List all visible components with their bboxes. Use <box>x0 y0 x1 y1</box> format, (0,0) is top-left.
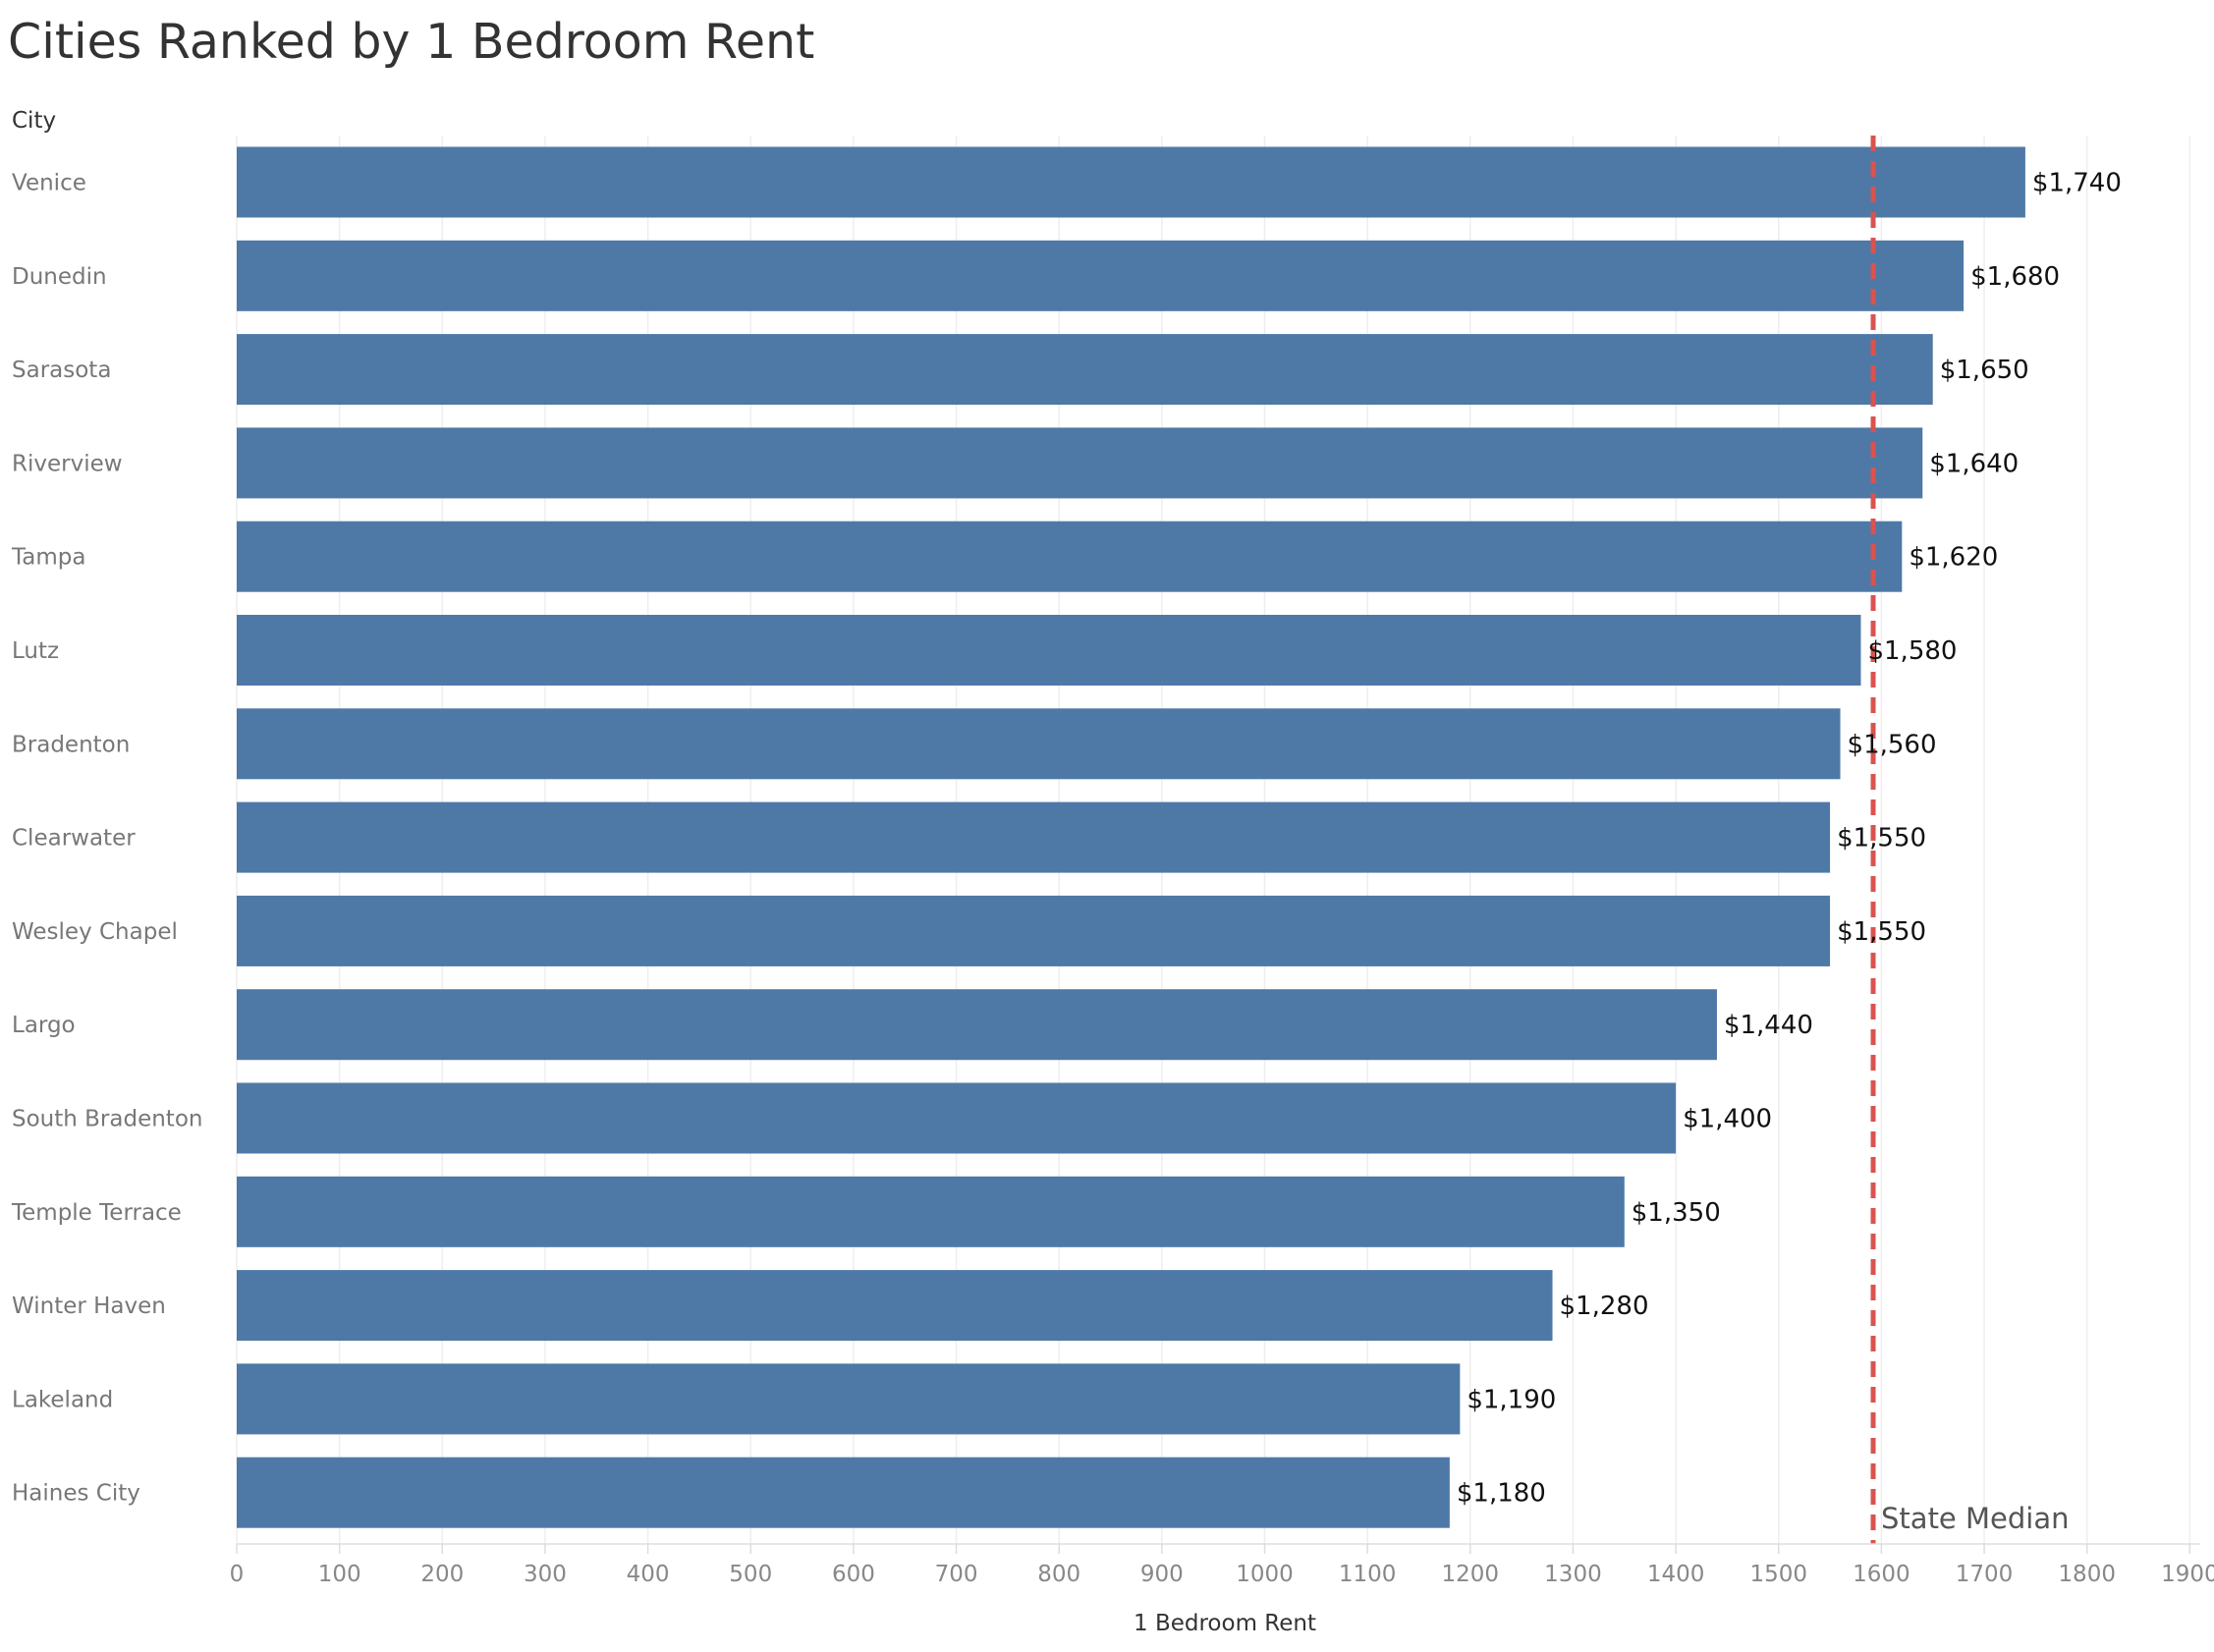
tick-label: 1900 <box>2161 1562 2214 1587</box>
category-label: Haines City <box>12 1481 140 1507</box>
category-labels: Venice Dunedin Sarasota Riverview Tampa Lutz B… <box>11 171 202 1507</box>
value-label: $1,280 <box>1560 1292 1649 1321</box>
tick-label: 1800 <box>2058 1562 2116 1587</box>
category-label: Riverview <box>12 451 123 476</box>
bar <box>237 1270 1553 1342</box>
tick-label: 700 <box>935 1562 978 1587</box>
value-label: $1,550 <box>1837 917 1926 947</box>
bar <box>237 334 1933 406</box>
tick-label: 1300 <box>1544 1562 1602 1587</box>
tick-label: 400 <box>627 1562 670 1587</box>
tick-label: 1200 <box>1442 1562 1500 1587</box>
value-label: $1,620 <box>1909 543 1998 573</box>
value-label: $1,560 <box>1848 730 1937 759</box>
category-label: South Bradenton <box>12 1107 202 1132</box>
chart-title: Cities Ranked by 1 Bedroom Rent <box>8 14 815 70</box>
value-label: $1,400 <box>1683 1105 1772 1134</box>
value-label: $1,680 <box>1970 262 2060 292</box>
category-label: Wesley Chapel <box>12 919 178 945</box>
bar <box>237 801 1831 873</box>
bars <box>237 146 2025 1528</box>
bar <box>237 1176 1625 1247</box>
category-label: Venice <box>12 171 86 196</box>
bar <box>237 1457 1450 1528</box>
value-label: $1,640 <box>1929 449 2019 478</box>
bar <box>237 427 1923 499</box>
bar <box>237 521 1903 592</box>
x-axis-title: 1 Bedroom Rent <box>1134 1611 1316 1636</box>
y-axis-title: City <box>12 108 56 134</box>
category-label: Bradenton <box>12 732 130 757</box>
tick-label: 1400 <box>1647 1562 1705 1587</box>
category-label: Dunedin <box>12 264 107 290</box>
tick-label: 300 <box>524 1562 567 1587</box>
bar <box>237 240 1965 311</box>
bar <box>237 1363 1461 1435</box>
value-label: $1,550 <box>1837 824 1926 854</box>
bar <box>237 146 2025 218</box>
category-label: Temple Terrace <box>11 1200 182 1226</box>
bar <box>237 895 1831 966</box>
bar <box>237 1082 1677 1154</box>
tick-label: 600 <box>832 1562 875 1587</box>
x-axis-ticks: 0 100 200 300 400 500 600 700 800 900 1000 1100 1200… <box>230 1543 2214 1587</box>
tick-label: 900 <box>1140 1562 1184 1587</box>
category-label: Sarasota <box>12 358 111 383</box>
tick-label: 800 <box>1037 1562 1080 1587</box>
value-label: $1,180 <box>1457 1479 1546 1509</box>
tick-label: 100 <box>318 1562 361 1587</box>
value-label: $1,440 <box>1724 1011 1813 1040</box>
category-label: Tampa <box>11 545 85 571</box>
value-label: $1,580 <box>1867 636 1957 666</box>
tick-label: 1000 <box>1236 1562 1294 1587</box>
tick-label: 0 <box>230 1562 245 1587</box>
reference-line-label: State Median <box>1881 1502 2069 1535</box>
value-labels: $1,740 $1,680 $1,650 $1,640 $1,620 $1,580 $1,5… <box>1457 169 2122 1509</box>
category-label: Winter Haven <box>12 1294 166 1319</box>
tick-label: 500 <box>729 1562 772 1587</box>
category-label: Lutz <box>12 638 59 664</box>
tick-label: 1600 <box>1853 1562 1910 1587</box>
bar <box>237 615 1861 686</box>
tick-label: 1500 <box>1749 1562 1807 1587</box>
reference-line-group: State Median <box>1870 136 2069 1544</box>
category-label: Lakeland <box>12 1387 113 1412</box>
category-label: Clearwater <box>12 826 136 852</box>
tick-label: 200 <box>420 1562 464 1587</box>
value-label: $1,350 <box>1632 1198 1721 1228</box>
value-label: $1,740 <box>2032 169 2122 198</box>
value-label: $1,190 <box>1467 1385 1556 1414</box>
category-label: Largo <box>12 1013 76 1038</box>
bar <box>237 708 1841 780</box>
value-label: $1,650 <box>1940 356 2029 385</box>
tick-label: 1700 <box>1956 1562 2014 1587</box>
bar <box>237 989 1717 1061</box>
tick-label: 1100 <box>1339 1562 1397 1587</box>
